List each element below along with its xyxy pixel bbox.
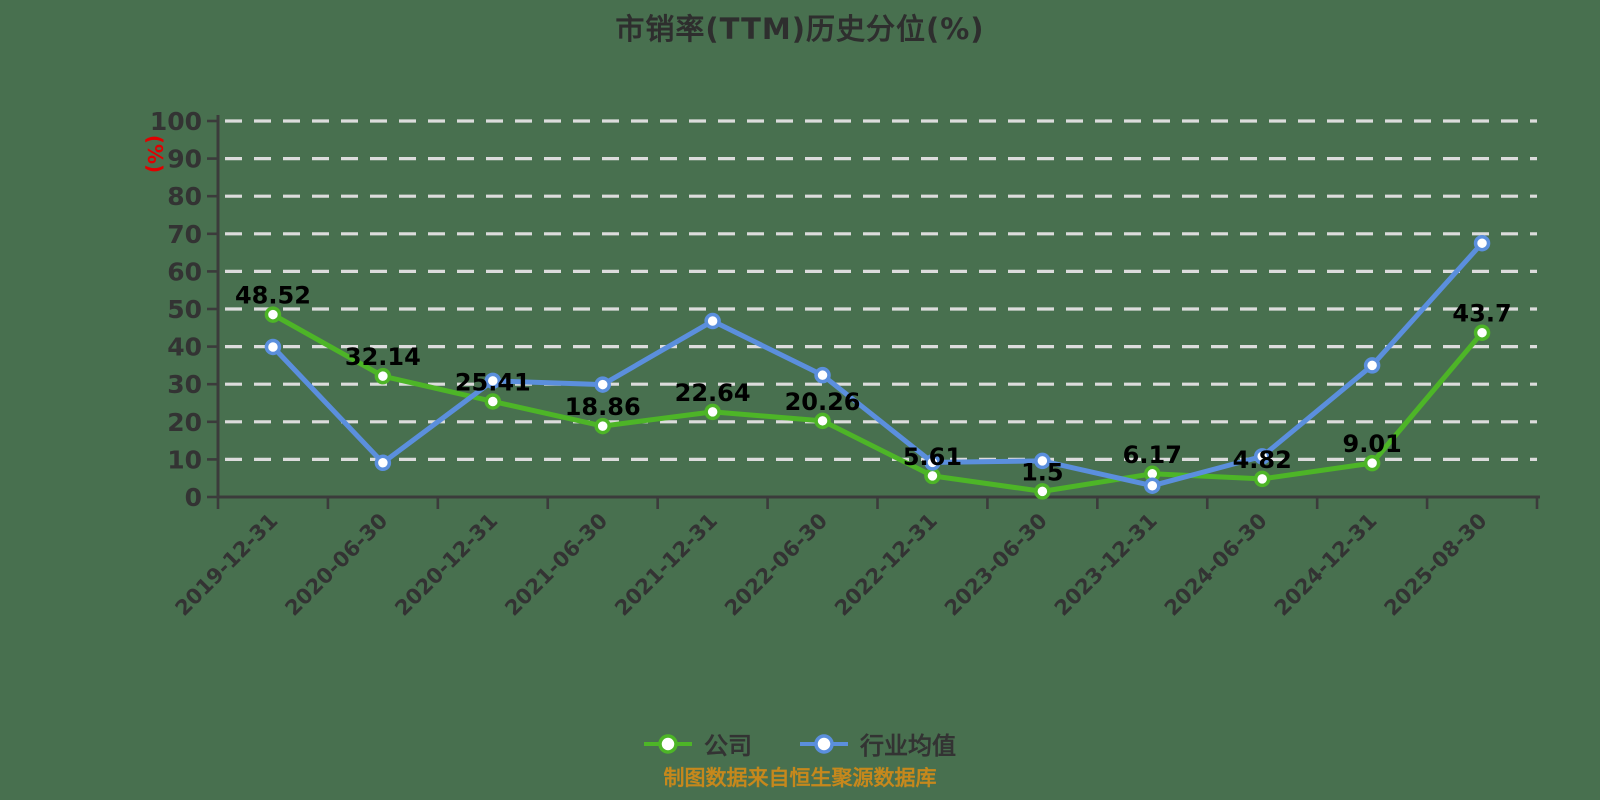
- x-axis-label: 2020-06-30: [280, 509, 392, 621]
- x-axis-label: 2019-12-31: [171, 509, 283, 621]
- y-axis-tick-label: 0: [185, 483, 202, 512]
- data-value-label: 43.7: [1452, 300, 1511, 328]
- data-point-industry: [814, 366, 831, 384]
- legend-label-company: 公司: [704, 732, 752, 760]
- data-point-industry: [484, 372, 502, 390]
- y-axis-tick-label: 50: [167, 295, 202, 324]
- data-value-label: 18.86: [565, 393, 641, 421]
- data-point-industry: [704, 312, 721, 330]
- y-axis-tick-label: 90: [167, 145, 202, 174]
- data-point-company: [1363, 454, 1381, 472]
- data-point-company: [594, 417, 611, 435]
- data-value-label: 32.14: [345, 343, 421, 371]
- data-point-company: [264, 306, 282, 323]
- data-value-label: 20.26: [785, 388, 861, 416]
- y-axis-tick-label: 80: [167, 182, 202, 211]
- data-point-company: [1253, 470, 1271, 488]
- x-axis-label: 2021-12-31: [610, 509, 722, 621]
- y-axis-tick-label: 30: [167, 370, 202, 399]
- data-point-company: [704, 403, 721, 421]
- data-value-label: 1.5: [1021, 458, 1064, 486]
- series-line-company: [270, 312, 1485, 494]
- data-point-industry: [594, 376, 611, 393]
- data-point-industry: [264, 338, 282, 356]
- x-axis-label: 2021-06-30: [500, 509, 612, 621]
- data-value-label: 22.64: [675, 379, 751, 407]
- data-value-label: 6.17: [1123, 441, 1182, 469]
- x-axis-label: 2023-12-31: [1050, 509, 1162, 621]
- data-value-label: 48.52: [235, 282, 311, 310]
- data-point-industry: [1363, 357, 1381, 374]
- data-point-industry: [1253, 448, 1271, 465]
- data-point-company: [814, 412, 831, 430]
- x-axis-label: 2024-12-31: [1270, 509, 1382, 621]
- x-axis-label: 2024-06-30: [1160, 509, 1272, 621]
- y-axis-tick-label: 10: [167, 445, 202, 474]
- data-point-company: [1473, 324, 1491, 341]
- data-point-company: [924, 467, 941, 485]
- data-point-company: [374, 367, 392, 385]
- data-point-industry: [1144, 477, 1161, 494]
- legend-item-industry[interactable]: 行业均值: [800, 726, 956, 761]
- data-point-industry: [374, 454, 392, 472]
- data-point-industry: [1034, 452, 1051, 470]
- y-axis-tick-label: 60: [167, 257, 202, 286]
- y-axis-tick-label: 40: [167, 333, 202, 362]
- data-point-company: [484, 393, 502, 410]
- x-axis-label: 2025-08-30: [1380, 509, 1492, 621]
- data-point-company: [1034, 483, 1051, 500]
- x-axis-label: 2020-12-31: [390, 509, 502, 621]
- y-axis-tick-label: 100: [150, 107, 202, 136]
- legend-marker-icon: [644, 733, 692, 754]
- y-axis-tick-label: 70: [167, 220, 202, 249]
- x-axis-label: 2023-06-30: [940, 509, 1052, 621]
- data-value-label: 9.01: [1343, 430, 1402, 458]
- legend-marker-icon: [800, 733, 848, 754]
- x-axis-label: 2022-12-31: [830, 509, 942, 621]
- data-value-label: 25.41: [455, 368, 531, 396]
- legend-item-company[interactable]: 公司: [644, 726, 752, 761]
- legend: 公司 行业均值: [0, 726, 1600, 761]
- footer-note: 制图数据来自恒生聚源数据库: [663, 766, 937, 790]
- data-point-industry: [1473, 234, 1491, 252]
- y-axis-tick-label: 20: [167, 408, 202, 437]
- data-point-industry: [924, 454, 941, 471]
- data-value-label: 5.61: [903, 443, 962, 471]
- x-axis-label: 2022-06-30: [720, 509, 832, 621]
- data-value-label: 4.82: [1233, 446, 1292, 474]
- chart-title: 市销率(TTM)历史分位(%): [615, 12, 985, 46]
- legend-label-industry: 行业均值: [860, 732, 956, 760]
- series-line-industry: [270, 240, 1485, 489]
